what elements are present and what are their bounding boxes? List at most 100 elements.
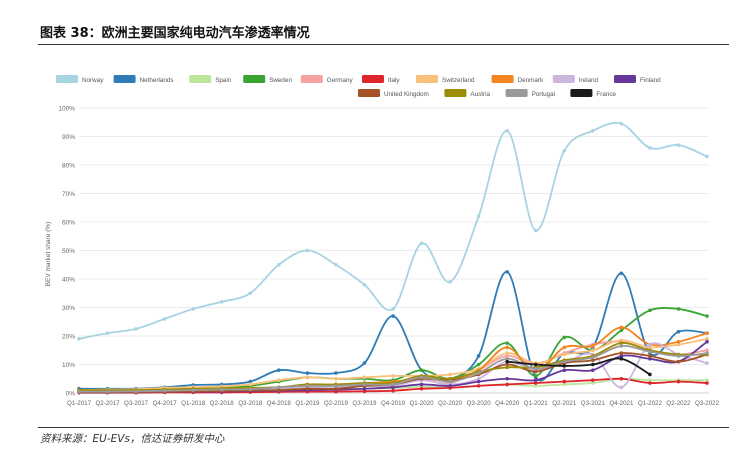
legend-item-united-kingdom: United Kingdom <box>358 89 429 98</box>
x-tick-label: Q2-2021 <box>552 400 577 407</box>
legend-item-denmark: Denmark <box>491 75 544 84</box>
data-point <box>419 386 424 391</box>
data-point <box>334 262 338 267</box>
legend-swatch <box>491 75 514 83</box>
data-point <box>162 317 167 321</box>
data-point <box>619 328 624 333</box>
data-point <box>676 143 681 147</box>
data-point <box>305 248 310 253</box>
data-point <box>505 362 509 367</box>
data-point <box>648 378 652 382</box>
x-tick-label: Q4-2019 <box>381 400 406 407</box>
data-point <box>562 352 567 357</box>
x-tick-label: Q3-2022 <box>695 400 720 407</box>
x-tick-label: Q2-2017 <box>95 400 120 407</box>
data-point <box>105 389 110 394</box>
legend-label: Switzerland <box>442 77 475 84</box>
chart-legend: Norway Netherlands Spain Sweden Germany Italy… <box>56 75 661 98</box>
x-tick-label: Q1-2019 <box>295 400 320 407</box>
data-point <box>648 372 652 377</box>
data-point <box>533 378 538 382</box>
data-point <box>448 280 452 284</box>
x-tick-label: Q1-2017 <box>67 400 92 407</box>
data-point <box>705 154 709 159</box>
data-point <box>305 386 310 391</box>
data-point <box>362 375 367 380</box>
data-point <box>334 371 338 375</box>
legend-swatch <box>189 75 212 83</box>
x-tick-label: Q2-2019 <box>324 400 349 407</box>
series-norway <box>77 121 709 341</box>
data-point <box>77 389 81 394</box>
data-point <box>505 357 509 361</box>
data-point <box>505 270 509 274</box>
data-point <box>591 129 595 133</box>
legend-item-spain: Spain <box>189 75 232 84</box>
data-point <box>505 345 509 350</box>
data-point <box>562 364 567 368</box>
legend-item-germany: Germany <box>300 75 354 84</box>
x-tick-label: Q1-2020 <box>409 400 434 407</box>
data-point <box>391 307 395 311</box>
data-point <box>134 389 138 394</box>
data-point <box>476 354 481 358</box>
y-tick-label: 50% <box>62 248 75 255</box>
data-point <box>505 129 509 133</box>
data-point <box>191 388 195 392</box>
legend-swatch <box>358 89 380 97</box>
y-axis-label: BEV market share (%) <box>45 222 52 287</box>
data-point <box>562 345 567 350</box>
data-point <box>277 385 281 390</box>
data-point <box>591 344 595 348</box>
data-point <box>533 228 538 233</box>
x-tick-label: Q2-2018 <box>210 400 235 407</box>
data-point <box>362 361 367 365</box>
data-point <box>419 241 424 246</box>
data-point <box>619 344 624 348</box>
x-tick-label: Q1-2022 <box>638 400 663 407</box>
data-point <box>676 339 681 344</box>
legend-label: Ireland <box>579 77 599 84</box>
data-point <box>648 354 652 358</box>
data-point <box>448 379 452 384</box>
series-line <box>78 122 708 340</box>
legend-swatch <box>552 75 575 83</box>
data-point <box>705 348 709 353</box>
x-tick-label: Q2-2022 <box>666 400 691 407</box>
legend-swatch <box>416 75 438 83</box>
legend-item-norway: Norway <box>56 75 104 84</box>
data-point <box>562 379 567 384</box>
data-point <box>362 389 367 394</box>
data-point <box>619 341 624 345</box>
legend-swatch <box>362 75 384 83</box>
data-point <box>448 372 452 377</box>
legend-item-switzerland: Switzerland <box>416 75 475 84</box>
series-france <box>505 357 652 377</box>
source-note: 资料来源：EU-EVs，信达证券研发中心 <box>40 433 225 445</box>
x-tick-label: Q4-2021 <box>609 400 634 407</box>
x-tick-label: Q4-2017 <box>153 400 178 407</box>
legend-label: France <box>596 91 616 98</box>
x-tick-label: Q4-2018 <box>267 400 292 407</box>
data-point <box>391 314 395 318</box>
y-tick-label: 0% <box>66 391 76 398</box>
figure-title: 图表 38：欧洲主要国家纯电动汽车渗透率情况 <box>40 26 310 41</box>
data-point <box>533 384 538 388</box>
data-point <box>648 146 652 150</box>
data-point <box>248 379 253 384</box>
x-tick-label: Q3-2020 <box>467 400 492 407</box>
data-point <box>676 359 681 364</box>
data-point <box>162 388 167 393</box>
data-point <box>219 300 224 304</box>
data-point <box>591 368 595 373</box>
data-point <box>505 351 509 355</box>
data-point <box>277 262 281 267</box>
y-tick-label: 80% <box>62 163 75 170</box>
y-tick-label: 90% <box>62 134 75 141</box>
data-point <box>619 385 624 390</box>
data-point <box>676 379 681 384</box>
data-point <box>562 382 567 387</box>
data-point <box>448 384 452 388</box>
data-point <box>248 382 253 387</box>
